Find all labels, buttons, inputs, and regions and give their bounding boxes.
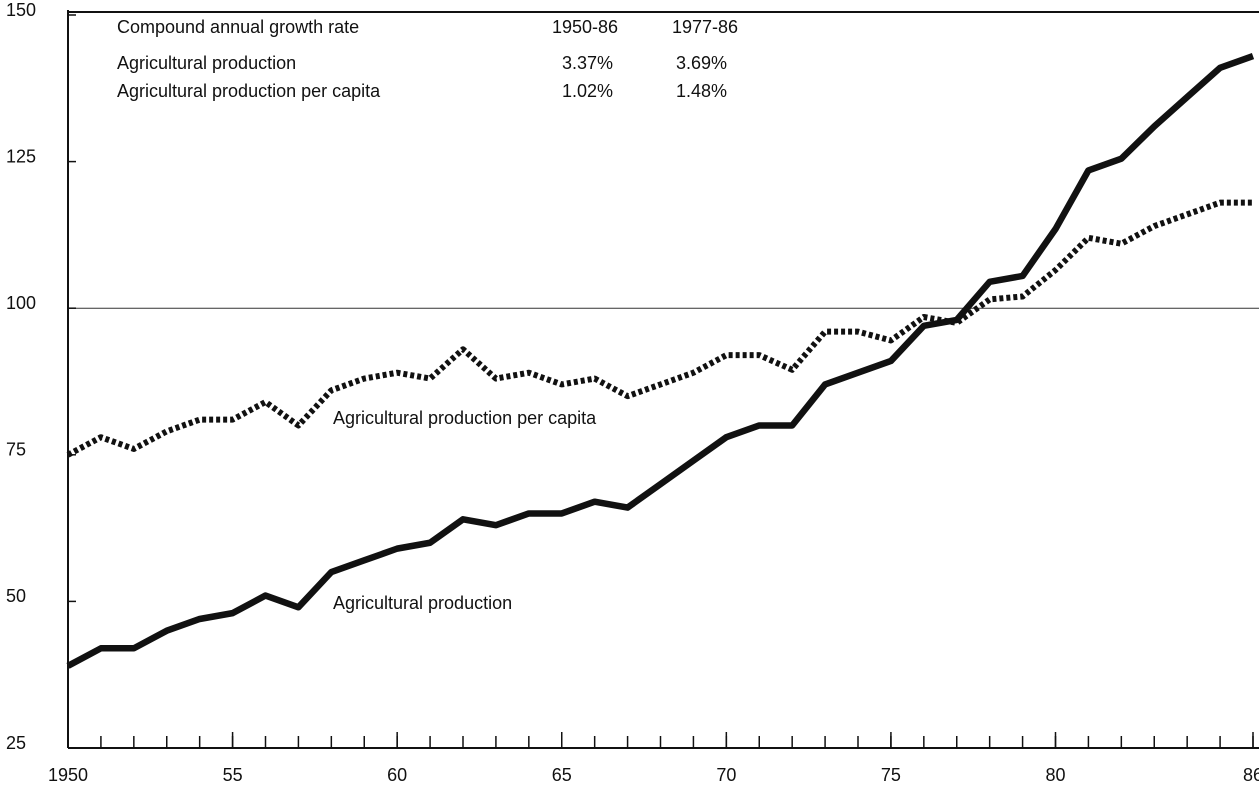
x-tick-label: 65 <box>552 765 572 785</box>
x-tick-label: 60 <box>387 765 407 785</box>
table-header: Compound annual growth rate <box>117 17 359 37</box>
x-tick-label: 55 <box>223 765 243 785</box>
annotation: Agricultural production per capita <box>333 408 597 428</box>
table-cell: 1.02% <box>562 81 613 101</box>
table-cell: 1.48% <box>676 81 727 101</box>
table-cell: 3.37% <box>562 53 613 73</box>
x-tick-label: 86 <box>1243 765 1259 785</box>
y-tick-label: 125 <box>6 146 36 166</box>
y-tick-label: 75 <box>6 440 26 460</box>
series-line <box>66 52 1255 669</box>
table-cell: 3.69% <box>676 53 727 73</box>
table-cell: Agricultural production per capita <box>117 81 381 101</box>
series-line <box>66 199 1253 458</box>
table-cell: Agricultural production <box>117 53 296 73</box>
y-tick-label: 50 <box>6 586 26 606</box>
x-tick-label: 70 <box>716 765 736 785</box>
annotation: Agricultural production <box>333 593 512 613</box>
table-header: 1977-86 <box>672 17 738 37</box>
y-tick-label: 150 <box>6 0 36 20</box>
x-tick-label: 75 <box>881 765 901 785</box>
x-tick-label: 80 <box>1045 765 1065 785</box>
y-tick-label: 100 <box>6 293 36 313</box>
table-header: 1950-86 <box>552 17 618 37</box>
y-tick-label: 25 <box>6 733 26 753</box>
x-tick-label: 1950 <box>48 765 88 785</box>
